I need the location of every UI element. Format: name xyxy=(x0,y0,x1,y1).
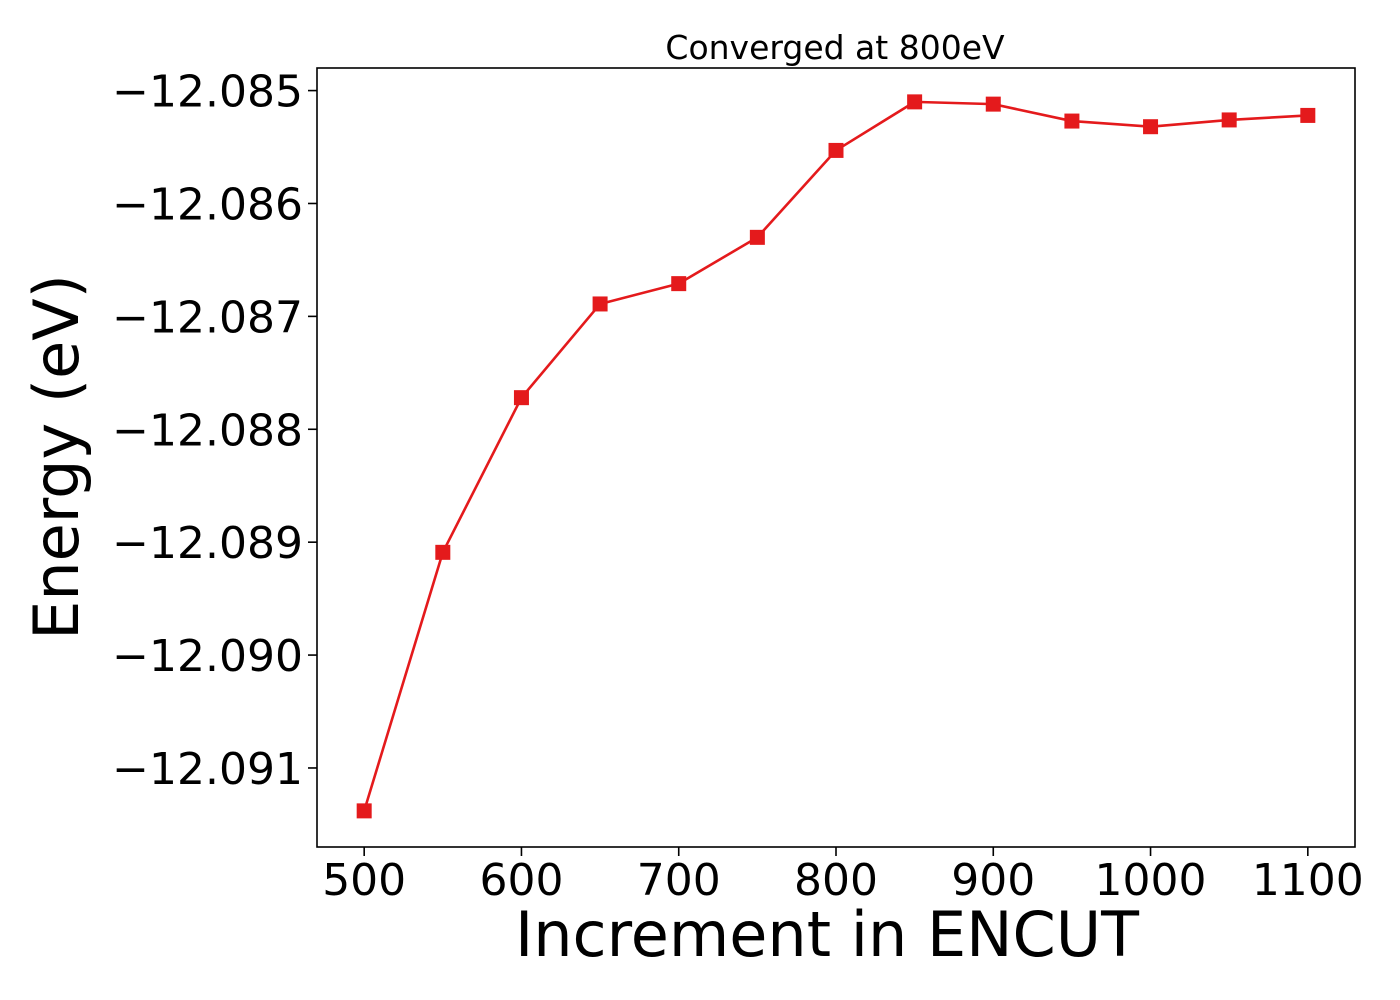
y-tick-label: −12.090 xyxy=(112,631,303,682)
x-tick-label: 700 xyxy=(637,855,721,906)
x-tick-label: 1100 xyxy=(1252,855,1364,906)
data-point-marker xyxy=(513,390,529,406)
x-tick-label: 900 xyxy=(951,855,1035,906)
x-axis-label: Increment in ENCUT xyxy=(515,898,1140,971)
data-point-marker xyxy=(828,142,844,158)
data-point-marker xyxy=(749,229,765,245)
x-tick-label: 500 xyxy=(322,855,406,906)
data-point-marker xyxy=(1064,113,1080,129)
data-point-marker xyxy=(356,803,372,819)
y-tick-label: −12.086 xyxy=(112,179,303,230)
data-point-marker xyxy=(1300,107,1316,123)
data-point-marker xyxy=(592,296,608,312)
data-point-marker xyxy=(1221,112,1237,128)
data-point-marker xyxy=(671,276,687,292)
data-point-marker xyxy=(1143,119,1159,135)
x-tick-label: 1000 xyxy=(1095,855,1207,906)
y-tick-label: −12.085 xyxy=(112,67,303,118)
data-point-marker xyxy=(985,96,1001,112)
y-tick-label: −12.087 xyxy=(112,292,303,343)
chart-title: Converged at 800eV xyxy=(665,28,1005,67)
y-axis-label: Energy (eV) xyxy=(20,274,93,640)
data-point-marker xyxy=(907,94,923,110)
x-axis: 500 600 700 800 900 1000 1100 xyxy=(322,847,1364,906)
y-tick-label: −12.089 xyxy=(112,518,303,569)
x-tick-label: 600 xyxy=(479,855,563,906)
data-point-marker xyxy=(435,544,451,560)
x-tick-label: 800 xyxy=(794,855,878,906)
y-tick-label: −12.088 xyxy=(112,405,303,456)
y-axis: −12.085 −12.086 −12.087 −12.088 −12.089 −12.0… xyxy=(112,67,317,795)
y-tick-label: −12.091 xyxy=(112,744,303,795)
